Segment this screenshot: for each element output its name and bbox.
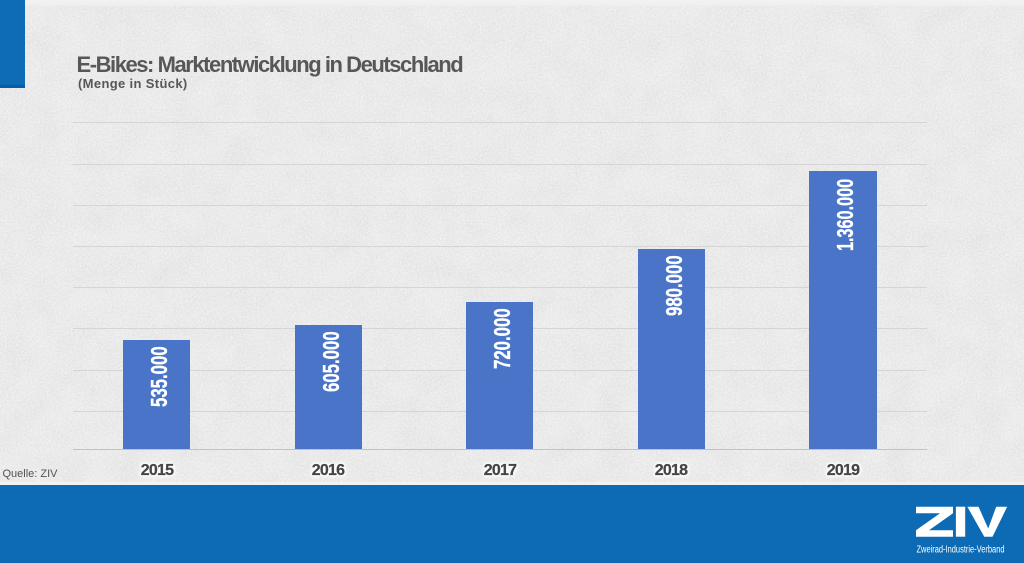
svg-text:Zweirad-Industrie-Verband: Zweirad-Industrie-Verband: [917, 545, 1005, 556]
